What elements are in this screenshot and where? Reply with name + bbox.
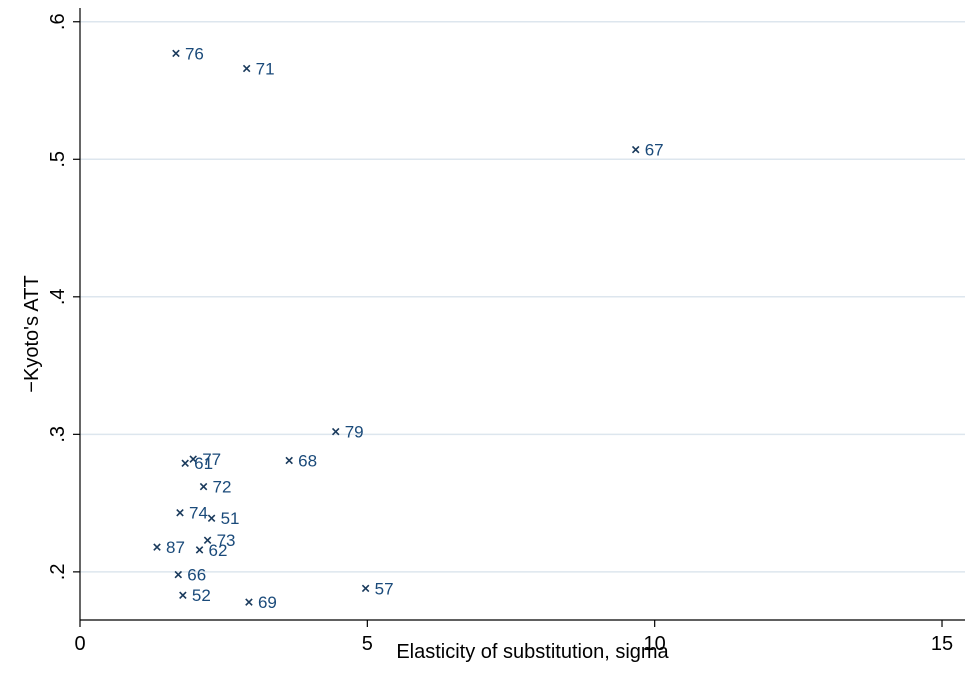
scatter-point: 87 <box>153 538 185 557</box>
x-tick-label: 5 <box>362 633 373 655</box>
point-marker <box>331 427 340 436</box>
scatter-point: 51 <box>207 509 240 528</box>
scatter-point: 71 <box>242 60 275 79</box>
axes <box>79 8 965 621</box>
y-axis-title: −Kyoto's ATT <box>21 275 43 392</box>
point-marker <box>285 456 293 465</box>
point-label: 67 <box>645 141 664 160</box>
gridlines <box>80 21 965 573</box>
point-marker <box>179 591 187 600</box>
scatter-point: 74 <box>176 504 208 523</box>
point-marker <box>189 455 197 463</box>
scatter-point: 62 <box>195 541 228 560</box>
point-marker <box>176 508 184 517</box>
point-label: 79 <box>345 423 364 442</box>
x-tick-label: 0 <box>74 633 85 655</box>
point-label: 51 <box>221 509 240 528</box>
y-tick-label: .2 <box>47 564 69 581</box>
scatter-point: 69 <box>245 593 277 612</box>
point-label: 57 <box>375 579 394 598</box>
scatter-point: 52 <box>179 586 211 605</box>
y-tick-label: .3 <box>47 426 69 443</box>
point-marker <box>153 543 161 551</box>
point-label: 73 <box>217 531 236 550</box>
point-label: 52 <box>192 586 211 605</box>
point-marker <box>195 546 204 554</box>
x-tick-label: 15 <box>931 633 953 655</box>
point-marker <box>203 536 212 544</box>
scatter-point: 67 <box>631 141 664 160</box>
point-marker <box>199 482 208 491</box>
point-label: 62 <box>209 541 228 560</box>
point-label: 68 <box>298 451 317 470</box>
x-tick-label: 10 <box>644 633 666 655</box>
scatter-point: 72 <box>199 478 232 497</box>
point-marker <box>172 49 180 58</box>
point-marker <box>245 598 253 606</box>
point-marker <box>242 64 251 73</box>
scatter-point: 76 <box>172 44 204 63</box>
scatter-point: 77 <box>189 450 221 469</box>
point-marker <box>207 514 216 522</box>
scatter-point: 79 <box>331 423 364 442</box>
y-tick-label: .5 <box>47 151 69 168</box>
point-label: 87 <box>166 538 185 557</box>
point-marker <box>181 459 189 467</box>
scatter-point: 73 <box>203 531 236 550</box>
point-marker <box>361 584 370 593</box>
y-tick-label: .4 <box>47 288 69 305</box>
scatter-point: 61 <box>181 454 213 473</box>
point-label: 76 <box>185 44 204 63</box>
scatter-point: 57 <box>361 579 394 598</box>
ticks: .2 .3 .4 .5 .6 0 5 10 15 <box>47 13 953 655</box>
point-label: 71 <box>256 60 275 79</box>
point-label: 69 <box>258 593 277 612</box>
point-marker <box>174 570 183 579</box>
point-marker <box>631 145 640 154</box>
point-label: 77 <box>202 450 221 469</box>
point-label: 74 <box>189 504 208 523</box>
scatter-point: 68 <box>285 451 317 470</box>
scatter-point: 66 <box>174 566 206 585</box>
point-label: 72 <box>213 478 232 497</box>
x-axis-title: Elasticity of substitution, sigma <box>396 641 669 663</box>
y-tick-label: .6 <box>47 13 69 30</box>
point-label: 61 <box>194 454 213 473</box>
point-label: 66 <box>187 566 206 585</box>
